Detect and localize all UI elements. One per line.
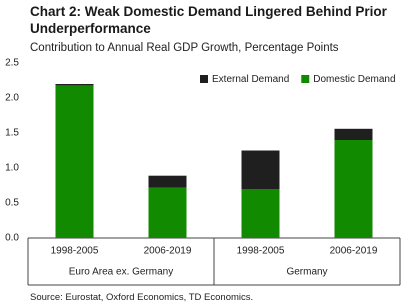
chart-title: Chart 2: Weak Domestic Demand Lingered B…	[30, 4, 387, 36]
group-label: Euro Area ex. Germany	[69, 267, 174, 278]
bar-segment	[148, 175, 187, 188]
source-note: Source: Eurostat, Oxford Economics, TD E…	[30, 292, 254, 303]
x-tick-label: 1998-2005	[51, 246, 99, 257]
bar-segment	[334, 140, 373, 238]
x-tick-label: 1998-2005	[237, 246, 285, 257]
legend-label: External Demand	[212, 74, 289, 85]
y-tick-label: 2.0	[5, 93, 19, 104]
x-tick-label: 2006-2019	[330, 246, 378, 257]
y-tick-label: 0.5	[5, 198, 19, 209]
group-label: Germany	[286, 267, 327, 278]
bar-segment	[334, 128, 373, 140]
bar-segment	[241, 150, 280, 189]
chart-subtitle: Contribution to Annual Real GDP Growth, …	[30, 42, 339, 54]
y-tick-label: 1.5	[5, 128, 19, 139]
bar-segment	[55, 85, 94, 239]
bar-segment	[241, 189, 280, 238]
y-tick-label: 1.0	[5, 163, 19, 174]
y-tick-label: 0.0	[5, 233, 19, 244]
bar-segment	[148, 187, 187, 238]
x-tick-label: 2006-2019	[144, 246, 192, 257]
legend-label: Domestic Demand	[313, 74, 395, 85]
y-tick-label: 2.5	[5, 58, 19, 69]
bar-segment	[55, 84, 94, 86]
legend-swatch	[301, 75, 310, 83]
legend-swatch	[200, 75, 208, 83]
